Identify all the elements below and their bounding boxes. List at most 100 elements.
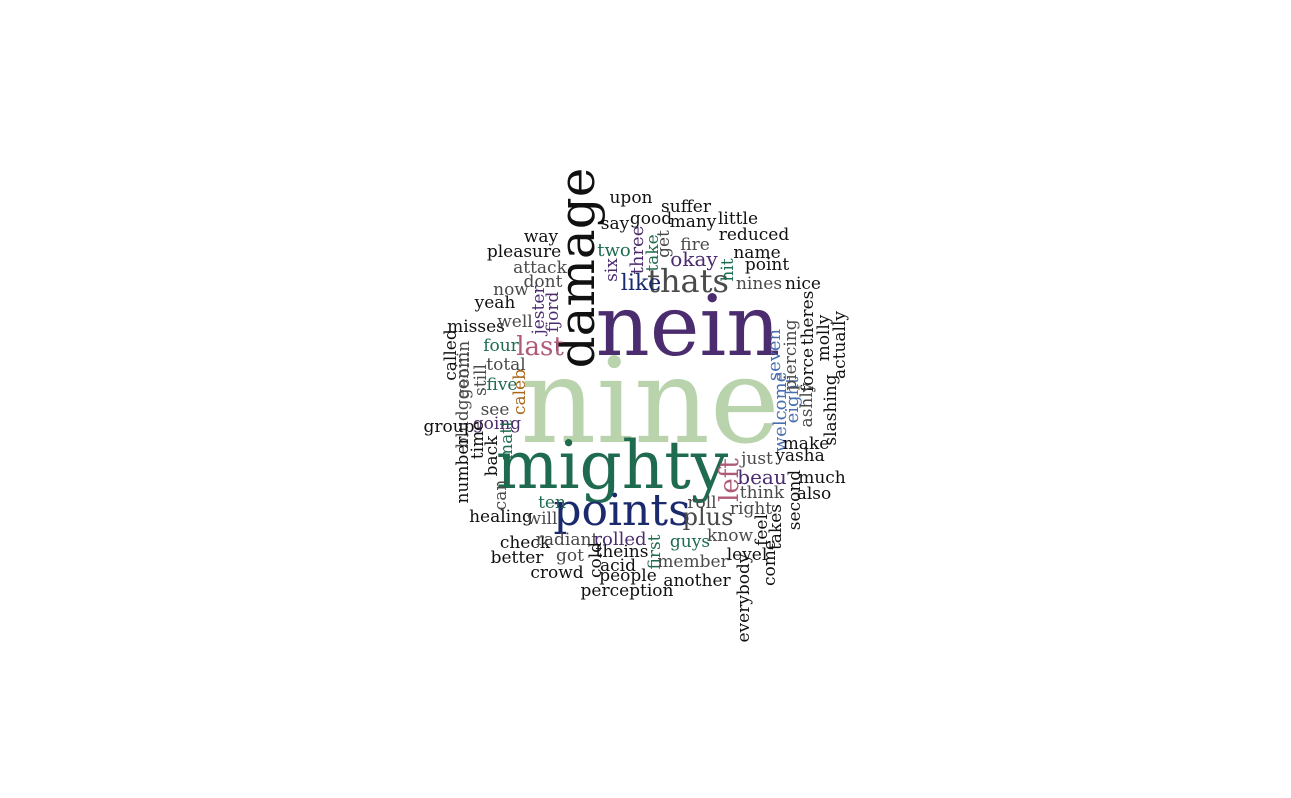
word-takes: takes xyxy=(766,504,786,550)
word-much: much xyxy=(798,468,846,488)
word-plus: plus xyxy=(683,503,734,531)
word-ten: ten xyxy=(538,493,566,513)
word-acid: acid xyxy=(600,556,636,576)
word-level: level xyxy=(727,545,768,565)
word-yeah: yeah xyxy=(474,293,516,313)
word-now: now xyxy=(493,280,529,300)
word-total: total xyxy=(486,355,525,375)
word-group: group xyxy=(423,417,474,437)
word-molly: molly xyxy=(814,314,834,361)
word-five: five xyxy=(486,375,517,395)
word-time: time xyxy=(468,421,488,459)
word-come: come xyxy=(760,540,780,586)
word-yasha: yasha xyxy=(774,446,825,466)
word-nines: nines xyxy=(736,274,782,294)
word-another: another xyxy=(663,571,731,591)
word-see: see xyxy=(481,400,510,420)
word-nein: nein xyxy=(596,277,781,375)
word-called: called xyxy=(441,329,461,381)
word-jester: jester xyxy=(529,285,549,337)
word-good: good xyxy=(630,209,672,229)
word-radiant: radiant xyxy=(536,530,599,550)
word-fjord: fjord xyxy=(543,291,563,332)
word-theres: theres xyxy=(798,291,818,346)
word-way: way xyxy=(524,227,559,247)
word-say: say xyxy=(601,214,630,234)
word-eight: eight xyxy=(782,376,803,424)
word-going: going xyxy=(473,414,522,434)
word-pleasure: pleasure xyxy=(487,242,561,262)
word-make: make xyxy=(783,434,830,454)
word-little: little xyxy=(718,209,758,229)
word-piercing: piercing xyxy=(781,319,801,390)
word-reduced: reduced xyxy=(719,225,790,245)
word-attack: attack xyxy=(513,258,567,278)
word-damage: damage xyxy=(548,168,606,369)
word-still: still xyxy=(471,364,491,396)
word-thats: thats xyxy=(647,262,729,300)
word-crowd: crowd xyxy=(530,563,583,583)
word-think: think xyxy=(740,483,785,503)
word-welcome: welcome xyxy=(770,372,791,452)
word-better: better xyxy=(491,548,545,568)
word-member: member xyxy=(657,552,729,572)
word-nice: nice xyxy=(785,274,821,294)
word-force: force xyxy=(798,348,818,392)
word-name: name xyxy=(733,243,780,263)
word-bludgeonin: bludgeonin xyxy=(453,352,473,449)
word-ashly: ashly xyxy=(797,382,817,427)
word-feel: feel xyxy=(752,514,772,546)
word-like: like xyxy=(621,271,661,296)
word-two: two xyxy=(597,240,630,261)
word-get: get xyxy=(654,230,674,258)
word-can: can xyxy=(491,480,511,511)
word-second: second xyxy=(785,470,805,530)
word-nine: nine xyxy=(520,332,780,470)
word-three: three xyxy=(627,226,648,275)
word-roll: roll xyxy=(687,493,716,513)
word-hit: hit xyxy=(718,258,738,281)
word-cold: cold xyxy=(586,542,606,578)
word-fire: fire xyxy=(680,235,710,255)
word-guys: guys xyxy=(670,532,710,552)
word-will: will xyxy=(527,509,558,529)
word-everybody: everybody xyxy=(734,553,754,642)
word-also: also xyxy=(797,484,832,504)
word-six: six xyxy=(602,258,622,282)
word-first: first xyxy=(645,534,665,569)
word-misses: misses xyxy=(447,317,505,337)
word-actually: actually xyxy=(830,311,850,379)
word-perception: perception xyxy=(581,581,674,601)
word-left: left xyxy=(715,458,745,502)
word-geonin: geonin xyxy=(454,341,474,400)
word-suffer: suffer xyxy=(661,197,712,217)
word-seven: seven xyxy=(764,328,785,381)
word-dont: dont xyxy=(524,272,563,292)
word-people: people xyxy=(599,566,657,586)
word-well: well xyxy=(497,312,533,332)
word-four: four xyxy=(483,336,519,356)
word-okay: okay xyxy=(670,247,718,271)
word-caleb: caleb xyxy=(510,369,530,415)
word-upon: upon xyxy=(609,188,652,208)
word-number: number xyxy=(453,436,473,504)
word-point: point xyxy=(745,255,790,275)
word-last: last xyxy=(516,332,564,362)
word-rolled: rolled xyxy=(593,529,646,550)
word-theins: theins xyxy=(596,542,649,562)
word-right: right xyxy=(730,499,772,519)
word-beau: beau xyxy=(737,465,787,489)
word-back: back xyxy=(482,435,502,477)
word-many: many xyxy=(670,212,717,232)
word-matt: matt xyxy=(497,420,517,460)
word-check: check xyxy=(500,533,551,553)
word-know: know xyxy=(707,526,753,546)
word-points: points xyxy=(553,485,690,536)
word-take: take xyxy=(643,234,663,271)
word-got: got xyxy=(556,546,584,566)
word-slashing: slashing xyxy=(821,374,841,445)
word-healing: healing xyxy=(469,507,533,527)
word-just: just xyxy=(739,449,773,469)
word-mighty: mighty xyxy=(496,427,729,504)
